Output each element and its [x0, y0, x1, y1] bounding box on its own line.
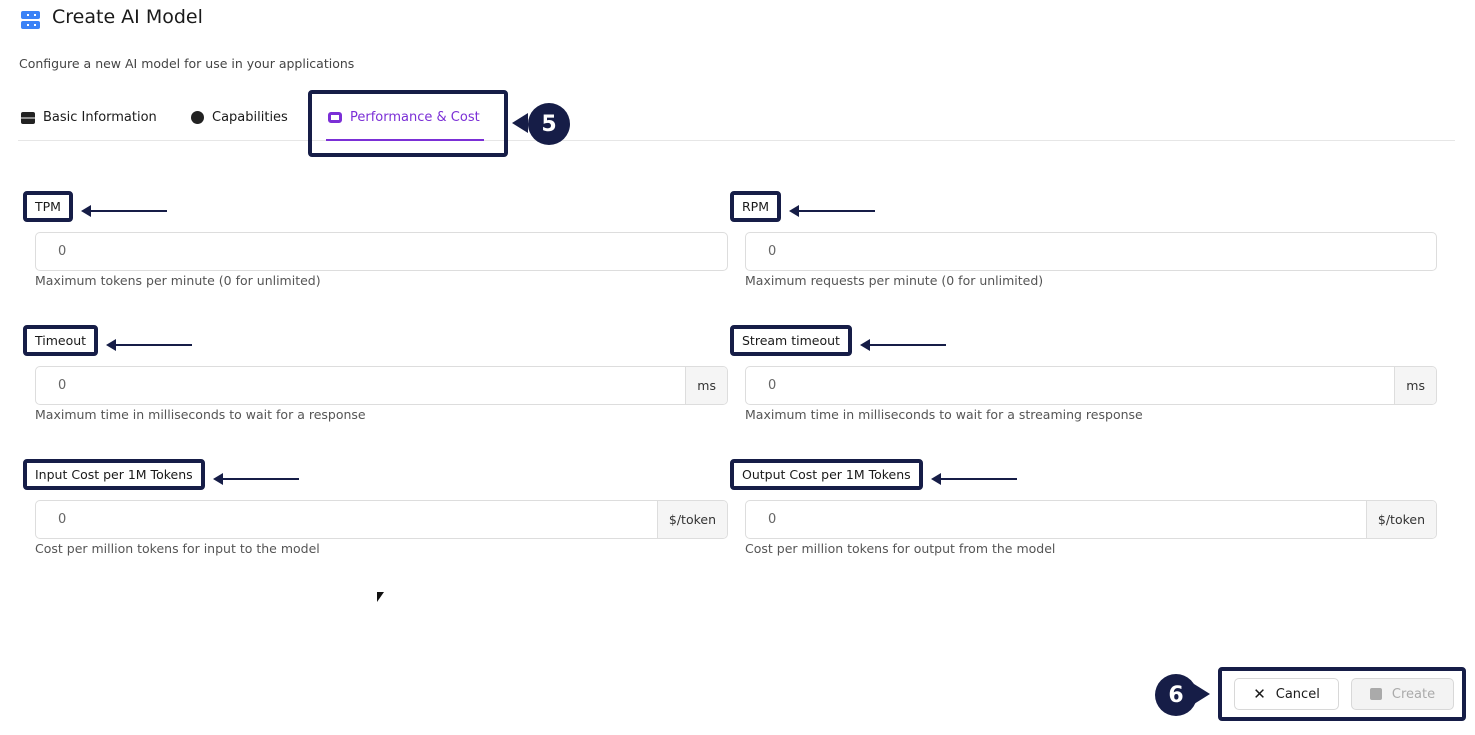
- field-label: Timeout: [23, 325, 99, 356]
- tab-basic-information[interactable]: Basic Information: [21, 110, 157, 125]
- cancel-label: Cancel: [1275, 686, 1320, 702]
- field-label: Output Cost per 1M Tokens: [730, 459, 923, 490]
- active-tab-indicator: [326, 139, 484, 141]
- create-button[interactable]: Create: [1351, 678, 1454, 710]
- tab-divider: [18, 140, 1455, 141]
- tab-label: Basic Information: [43, 110, 157, 125]
- step-badge: 5: [528, 103, 570, 145]
- unit-addon: ms: [1394, 367, 1436, 404]
- annotation-arrow: [931, 473, 1017, 485]
- input-value[interactable]: 0: [58, 244, 67, 259]
- tab-label: Performance & Cost: [350, 110, 480, 125]
- mouse-cursor: [377, 592, 384, 602]
- input-value[interactable]: 0: [768, 244, 777, 259]
- annotation-pointer: [512, 113, 528, 133]
- unit-addon: $/token: [1365, 501, 1436, 538]
- annotation-arrow: [213, 473, 299, 485]
- unit-addon: ms: [685, 367, 727, 404]
- input-cost-per-1m-tokens-input[interactable]: 0 $/token: [35, 500, 728, 539]
- help-text: Maximum tokens per minute (0 for unlimit…: [35, 273, 321, 288]
- page-title: Create AI Model: [52, 6, 203, 28]
- help-text: Cost per million tokens for input to the…: [35, 541, 320, 556]
- palette-icon: [191, 111, 204, 124]
- field-label: Input Cost per 1M Tokens: [23, 459, 205, 490]
- input-value[interactable]: 0: [58, 378, 67, 393]
- annotation-arrow: [81, 205, 167, 217]
- input-value[interactable]: 0: [768, 512, 777, 527]
- annotation-box: [308, 90, 508, 157]
- help-text: Maximum time in milliseconds to wait for…: [35, 407, 366, 422]
- field-label: TPM: [23, 191, 73, 222]
- save-icon: [1369, 688, 1382, 700]
- tab-capabilities[interactable]: Capabilities: [191, 110, 288, 125]
- annotation-arrow: [789, 205, 875, 217]
- input-value[interactable]: 0: [58, 512, 67, 527]
- stream-timeout-input[interactable]: 0 ms: [745, 366, 1437, 405]
- tpm-input[interactable]: 0: [35, 232, 728, 271]
- annotation-arrow: [106, 339, 192, 351]
- unit-addon: $/token: [656, 501, 727, 538]
- help-text: Maximum requests per minute (0 for unlim…: [745, 273, 1044, 288]
- create-label: Create: [1391, 686, 1436, 702]
- input-value[interactable]: 0: [768, 378, 777, 393]
- annotation-pointer: [1194, 684, 1210, 704]
- cancel-button[interactable]: ✕ Cancel: [1234, 678, 1339, 710]
- output-cost-per-1m-tokens-input[interactable]: 0 $/token: [745, 500, 1437, 539]
- annotation-arrow: [860, 339, 946, 351]
- annotation-box: [1218, 667, 1466, 721]
- tab-label: Capabilities: [212, 110, 288, 125]
- field-label: RPM: [730, 191, 782, 222]
- help-text: Cost per million tokens for output from …: [745, 541, 1056, 556]
- server-icon: [21, 11, 40, 29]
- server-icon: [21, 111, 35, 124]
- page-subtitle: Configure a new AI model for use in your…: [19, 56, 355, 71]
- camera-icon: [328, 112, 342, 123]
- step-badge: 6: [1155, 674, 1197, 716]
- field-label: Stream timeout: [730, 325, 852, 356]
- tab-performance-cost[interactable]: Performance & Cost: [328, 110, 480, 125]
- close-icon: ✕: [1253, 685, 1266, 703]
- rpm-input[interactable]: 0: [745, 232, 1437, 271]
- help-text: Maximum time in milliseconds to wait for…: [745, 407, 1143, 422]
- timeout-input[interactable]: 0 ms: [35, 366, 728, 405]
